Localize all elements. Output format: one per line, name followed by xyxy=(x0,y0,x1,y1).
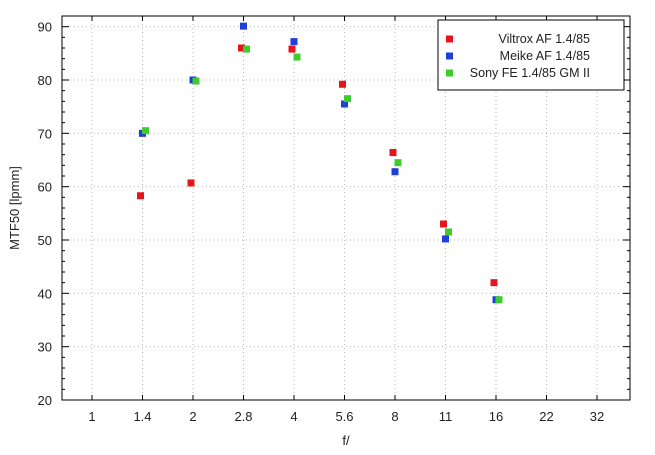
legend-box xyxy=(437,19,625,91)
x-tick-label: 4 xyxy=(290,409,297,424)
legend-items: Viltrox AF 1.4/85 Meike AF 1.4/85 Sony FE … xyxy=(446,32,590,80)
data-point xyxy=(137,192,144,200)
data-point xyxy=(187,179,195,187)
data-point xyxy=(293,53,301,61)
data-point xyxy=(389,149,397,157)
y-axis-title: MTF50 [lpmm] xyxy=(7,166,22,250)
x-tick-label: 32 xyxy=(590,409,604,424)
x-tick-label: 11 xyxy=(439,409,453,424)
data-point xyxy=(490,279,498,287)
x-tick-label: 1.4 xyxy=(133,409,151,424)
data-point xyxy=(240,22,247,30)
legend-swatch xyxy=(446,35,453,43)
data-points xyxy=(137,22,503,304)
data-point xyxy=(440,220,447,228)
data-point xyxy=(243,45,250,53)
data-point xyxy=(445,228,452,236)
y-tick-label: 20 xyxy=(38,393,52,408)
x-tick-label: 8 xyxy=(391,409,398,424)
axis-ticks xyxy=(62,16,630,401)
y-tick-label: 90 xyxy=(38,20,52,35)
y-tick-label: 60 xyxy=(38,180,52,195)
data-point xyxy=(394,159,402,167)
y-tick-label: 40 xyxy=(38,286,52,301)
y-tick-labels: 20 30 40 50 60 70 80 90 xyxy=(38,20,52,408)
data-point xyxy=(391,168,399,176)
data-point xyxy=(238,44,245,52)
legend-label: Meike AF 1.4/85 xyxy=(500,49,590,63)
x-tick-label: 2 xyxy=(189,409,196,424)
x-tick-label: 2.8 xyxy=(234,409,252,424)
x-axis-title: f/ xyxy=(342,433,350,448)
data-point xyxy=(339,80,346,88)
y-tick-label: 70 xyxy=(38,126,52,141)
data-point xyxy=(290,38,298,46)
data-point xyxy=(192,77,200,85)
data-point xyxy=(341,100,348,108)
x-tick-label: 22 xyxy=(539,409,553,424)
legend-label: Sony FE 1.4/85 GM II xyxy=(470,66,590,80)
legend-swatch xyxy=(446,69,453,77)
legend-swatch xyxy=(446,52,453,60)
data-point xyxy=(142,127,149,135)
y-tick-label: 50 xyxy=(38,233,52,248)
x-tick-label: 16 xyxy=(489,409,503,424)
x-tick-label: 5.6 xyxy=(335,409,353,424)
data-point xyxy=(344,95,351,103)
x-tick-label: 1 xyxy=(88,409,95,424)
x-tick-labels: 1 1.4 2 2.8 4 5.6 8 11 16 22 32 xyxy=(88,409,604,424)
y-tick-label: 30 xyxy=(38,340,52,355)
legend: Viltrox AF 1.4/85 Meike AF 1.4/85 Sony FE … xyxy=(437,19,625,91)
legend-label: Viltrox AF 1.4/85 xyxy=(499,32,591,46)
data-point xyxy=(442,235,449,243)
data-point xyxy=(288,45,296,53)
data-point xyxy=(495,296,503,304)
y-tick-label: 80 xyxy=(38,73,52,88)
